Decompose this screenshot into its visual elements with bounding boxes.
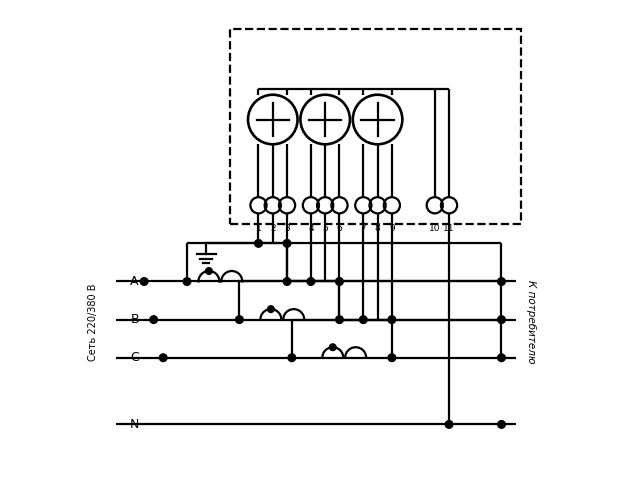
- Text: 7: 7: [360, 224, 366, 233]
- Text: 2: 2: [270, 224, 276, 233]
- Circle shape: [498, 354, 505, 362]
- Circle shape: [288, 354, 296, 362]
- Text: 6: 6: [337, 224, 342, 233]
- Text: 1: 1: [255, 224, 262, 233]
- Circle shape: [336, 316, 343, 323]
- Text: Сеть 220/380 В: Сеть 220/380 В: [88, 283, 98, 361]
- Text: 3: 3: [284, 224, 290, 233]
- Text: A: A: [130, 275, 139, 288]
- Circle shape: [498, 278, 505, 285]
- Circle shape: [205, 268, 212, 274]
- Text: B: B: [130, 313, 139, 326]
- Circle shape: [445, 421, 453, 428]
- Text: 4: 4: [308, 224, 313, 233]
- Circle shape: [140, 278, 148, 285]
- Circle shape: [360, 316, 367, 323]
- Circle shape: [159, 354, 167, 362]
- Text: 10: 10: [429, 224, 441, 233]
- Circle shape: [183, 278, 191, 285]
- Text: 5: 5: [322, 224, 328, 233]
- Circle shape: [329, 344, 336, 350]
- Circle shape: [388, 316, 395, 323]
- Text: N: N: [130, 418, 139, 431]
- Circle shape: [236, 316, 243, 323]
- Bar: [230, 29, 521, 224]
- Circle shape: [150, 316, 157, 323]
- Circle shape: [498, 421, 505, 428]
- Circle shape: [283, 240, 291, 247]
- Circle shape: [388, 354, 395, 362]
- Text: C: C: [130, 351, 139, 364]
- Text: 11: 11: [443, 224, 455, 233]
- Circle shape: [268, 306, 274, 312]
- Text: 8: 8: [375, 224, 381, 233]
- Circle shape: [307, 278, 315, 285]
- Text: К потребителю: К потребителю: [526, 280, 536, 364]
- Circle shape: [336, 278, 343, 285]
- Text: 9: 9: [389, 224, 395, 233]
- Circle shape: [255, 240, 262, 247]
- Circle shape: [283, 278, 291, 285]
- Circle shape: [498, 316, 505, 323]
